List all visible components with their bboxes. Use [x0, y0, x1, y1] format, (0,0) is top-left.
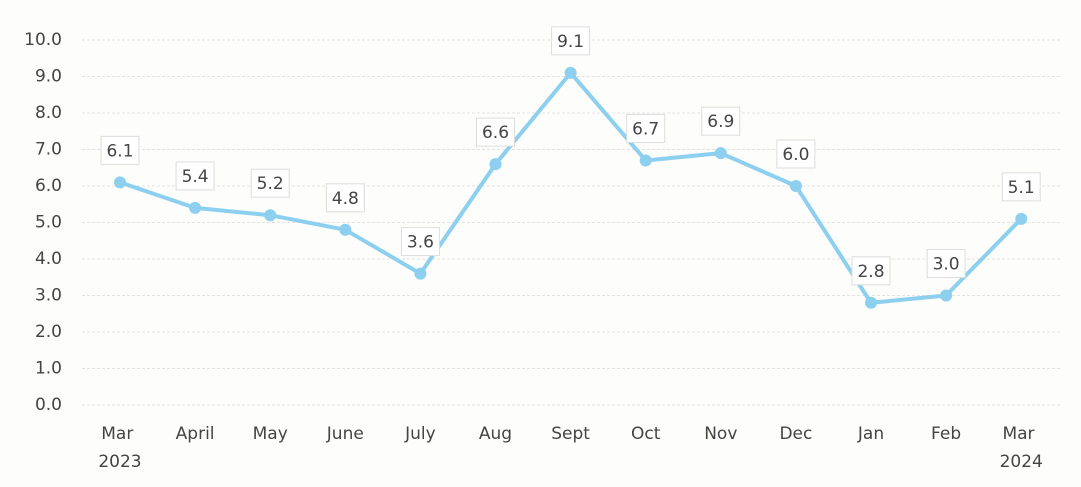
label-box: [250, 168, 290, 198]
data-label: 3.0: [926, 249, 966, 278]
data-label: 5.4: [175, 161, 215, 191]
point: [865, 296, 877, 309]
y-tick-label: 1.0: [35, 359, 62, 379]
data-label-text: 9.1: [557, 32, 584, 52]
point: [714, 147, 727, 160]
label-box: [325, 183, 365, 213]
label-box: [400, 227, 440, 257]
x-tick-label: May: [253, 424, 288, 444]
data-label-text: 5.2: [257, 174, 284, 194]
label-box: [476, 117, 515, 147]
data-label-text: 3.6: [407, 233, 434, 253]
data-label: 6.1: [100, 135, 140, 165]
x-tick-label: Sept: [551, 424, 590, 444]
y-tick-label: 6.0: [35, 176, 62, 196]
data-label: 6.0: [776, 139, 816, 169]
y-tick-label: 5.0: [35, 213, 62, 233]
x-tick-label: Jan: [857, 424, 884, 444]
data-label: 5.2: [250, 168, 290, 198]
point: [639, 154, 652, 167]
point: [789, 180, 802, 192]
data-label: 4.8: [325, 183, 365, 213]
x-tick-label: July: [404, 424, 436, 444]
data-label: 6.9: [701, 106, 741, 136]
y-tick-label: 4.0: [35, 249, 62, 269]
data-label-text: 2.8: [857, 262, 884, 282]
data-label: 6.6: [476, 117, 515, 147]
data-label: 9.1: [551, 26, 591, 56]
point: [114, 176, 126, 189]
x-tick-label: April: [176, 424, 215, 444]
point: [564, 66, 577, 79]
label-box: [851, 256, 891, 286]
data-label: 2.8: [851, 256, 891, 286]
label-box: [926, 249, 966, 278]
x-tick-label: Nov: [704, 424, 737, 444]
data-label-text: 5.4: [182, 167, 209, 187]
y-tick-label: 9.0: [35, 67, 62, 87]
x-tick-label: June: [326, 424, 364, 444]
label-box: [776, 139, 816, 169]
label-box: [551, 26, 591, 56]
y-tick-label: 2.0: [35, 322, 62, 342]
y-tick-label: 3.0: [35, 286, 62, 306]
point: [189, 201, 202, 214]
data-label-text: 4.8: [332, 189, 359, 209]
label-box: [701, 106, 741, 136]
data-label-text: 3.0: [933, 255, 960, 275]
point: [339, 223, 352, 236]
data-label-text: 6.6: [482, 123, 509, 143]
x-tick-label: Mar 2024: [1000, 424, 1043, 472]
point: [1015, 212, 1028, 225]
point: [264, 209, 277, 222]
label-box: [1001, 172, 1041, 202]
point: [940, 289, 953, 302]
x-tick-label: Oct: [631, 424, 661, 444]
data-label-text: 6.9: [707, 112, 734, 132]
label-box: [100, 135, 140, 165]
x-tick-label: Feb: [931, 424, 961, 444]
data-label-text: 6.7: [632, 119, 659, 139]
point: [414, 267, 427, 280]
label-box: [175, 161, 215, 191]
y-tick-label: 10.0: [24, 30, 62, 50]
y-tick-label: 8.0: [35, 103, 62, 123]
data-label-text: 6.0: [782, 145, 809, 165]
x-tick-label: Dec: [779, 424, 812, 444]
y-tick-label: 7.0: [35, 140, 62, 160]
y-tick-label: 0.0: [35, 395, 62, 415]
point: [489, 158, 502, 171]
data-label: 6.7: [626, 113, 666, 143]
data-label: 5.1: [1001, 172, 1041, 202]
data-label-text: 6.1: [106, 141, 133, 161]
x-tick-label: Aug: [479, 424, 512, 444]
data-label-text: 5.1: [1008, 178, 1035, 198]
label-box: [626, 113, 666, 143]
data-label: 3.6: [400, 227, 440, 257]
x-tick-label: Mar 2023: [98, 424, 141, 472]
